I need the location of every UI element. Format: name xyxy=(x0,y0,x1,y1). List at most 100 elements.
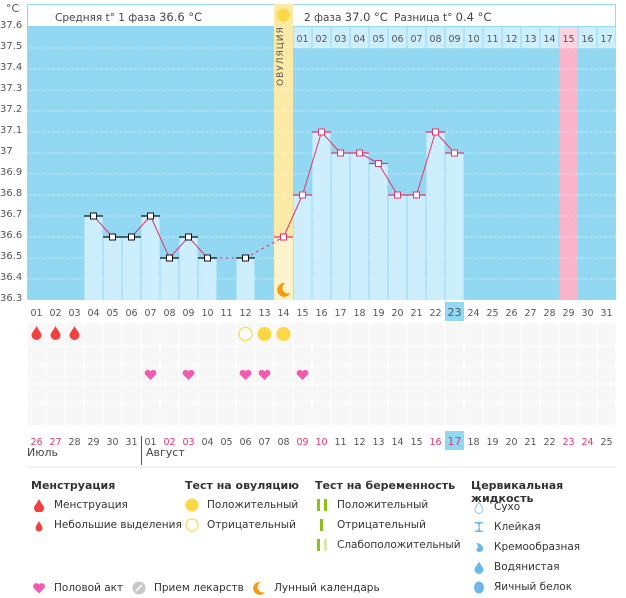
phase2-day-cell xyxy=(483,27,502,48)
today-highlight xyxy=(445,431,464,450)
phase2-day-label: 17 xyxy=(600,34,612,45)
calendar-date-label: 21 xyxy=(524,437,536,448)
temperature-point xyxy=(90,212,97,220)
temperature-bar xyxy=(103,237,122,300)
legend-label: Сухо xyxy=(494,501,521,513)
calendar-date-label: 22 xyxy=(543,437,555,448)
moon-icon xyxy=(252,581,266,595)
cycle-day-label: 14 xyxy=(277,308,289,319)
cycle-day-label: 03 xyxy=(68,308,80,319)
y-tick-label: 37 xyxy=(0,146,13,157)
cycle-day-label: 04 xyxy=(87,308,99,319)
temperature-bar xyxy=(84,216,103,300)
y-tick-label: 36.4 xyxy=(0,272,23,283)
phase1-value: 36.6 °C xyxy=(159,10,203,24)
phase2-day-label: 04 xyxy=(353,34,365,45)
phase2-day-label: 03 xyxy=(334,34,346,45)
temperature-bar xyxy=(331,153,350,300)
phase-difference: Разница t° 0.4 °C xyxy=(394,10,491,24)
phase1-average: Средняя t° 1 фаза 36.6 °C xyxy=(55,10,202,24)
phase2-day-cell xyxy=(578,27,597,48)
empty-drop-icon xyxy=(472,500,486,514)
cycle-day-label: 18 xyxy=(353,308,365,319)
temperature-point xyxy=(413,191,420,199)
creamy-drop-icon xyxy=(472,540,486,554)
menstruation-drop-icon xyxy=(50,326,61,340)
intercourse-heart-icon xyxy=(296,369,309,380)
calendar-date-label: 04 xyxy=(201,437,213,448)
temperature-point xyxy=(280,233,287,241)
filled-drop-icon xyxy=(472,560,486,574)
calendar-date-label: 23 xyxy=(562,437,574,448)
temperature-point xyxy=(166,254,173,262)
intercourse-heart-icon xyxy=(182,369,195,380)
heart-icon xyxy=(32,581,46,595)
cycle-day-label: 02 xyxy=(49,308,61,319)
y-tick-label: 36.8 xyxy=(0,188,23,199)
temperature-line-segment xyxy=(378,163,398,196)
phase2-day-cell xyxy=(331,27,350,48)
calendar-date-label: 20 xyxy=(505,437,517,448)
cycle-day-label: 29 xyxy=(562,308,574,319)
phase2-day-label: 10 xyxy=(467,34,479,45)
temperature-line-segment xyxy=(416,131,436,196)
y-tick-label: 36.7 xyxy=(0,209,23,220)
month-label-july: Июль xyxy=(27,446,59,459)
calendar-date-label: 30 xyxy=(106,437,118,448)
calendar-date-label: 08 xyxy=(277,437,289,448)
calendar-date-label: 19 xyxy=(486,437,498,448)
marker-rows-bg xyxy=(27,323,616,425)
calendar-date-label: 09 xyxy=(296,437,308,448)
legend-menstruation: Менструация xyxy=(32,498,128,513)
legend-intercourse: Половой акт xyxy=(32,581,123,595)
temperature-point xyxy=(128,233,135,241)
calendar-date-label: 15 xyxy=(410,437,422,448)
calendar-date-label: 31 xyxy=(125,437,137,448)
phase2-day-cell xyxy=(293,27,312,48)
legend-label: Отрицательный xyxy=(337,519,426,531)
phase1-label: Средняя t° 1 фаза xyxy=(55,12,156,24)
phase2-day-cell xyxy=(407,27,426,48)
phase2-average: 2 фаза 37.0 °C xyxy=(304,10,388,24)
legend-label: Слабоположительный xyxy=(337,539,461,551)
temperature-bar xyxy=(445,153,464,300)
temperature-bar xyxy=(274,237,293,300)
cycle-day-label: 01 xyxy=(30,308,42,319)
phase2-day-label: 06 xyxy=(391,34,403,45)
temperature-point xyxy=(375,160,382,167)
intercourse-heart-icon xyxy=(239,369,252,380)
temperature-line-segment xyxy=(150,215,170,259)
date-row-bg xyxy=(27,430,616,452)
legend-menstruation-title: Менструация xyxy=(31,479,116,492)
legend-cervical-title: Цервикальная жидкость xyxy=(471,479,564,505)
temperature-point xyxy=(299,191,306,199)
temperature-point xyxy=(318,128,325,136)
phase2-label: 2 фаза xyxy=(304,12,342,24)
legend-label: Лунный календарь xyxy=(274,582,380,594)
temperature-bar xyxy=(236,258,255,300)
phase2-day-cell xyxy=(464,27,483,48)
diff-label: Разница t° xyxy=(394,12,453,24)
phase2-day-cell xyxy=(502,27,521,48)
phase2-day-label: 11 xyxy=(486,34,498,45)
legend-cervical-sticky: Клейкая xyxy=(472,520,541,534)
intercourse-heart-icon xyxy=(144,369,157,380)
temperature-bar xyxy=(369,163,388,300)
calendar-date-label: 24 xyxy=(581,437,593,448)
calendar-date-label: 17 xyxy=(448,435,462,448)
legend-label: Кремообразная xyxy=(494,541,581,553)
phase2-value: 37.0 °C xyxy=(344,10,388,24)
cycle-day-label: 09 xyxy=(182,308,194,319)
calendar-date-label: 06 xyxy=(239,437,251,448)
phase2-day-cell xyxy=(559,27,578,48)
cycle-day-label: 31 xyxy=(600,308,612,319)
calendar-date-label: 03 xyxy=(182,437,194,448)
header-box xyxy=(27,4,616,27)
phase2-day-label: 12 xyxy=(505,34,517,45)
calendar-date-label: 27 xyxy=(49,437,61,448)
legend-label: Положительный xyxy=(337,499,429,511)
phase2-day-label: 02 xyxy=(315,34,327,45)
temperature-chart: 01 02 03 04 05 06 07 08 09 10 11 12 13 14 15 16 17 01 02 03… xyxy=(26,4,617,468)
legend-pregnancy-positive: Положительный xyxy=(315,498,428,512)
menstruation-drop-icon xyxy=(69,326,80,340)
